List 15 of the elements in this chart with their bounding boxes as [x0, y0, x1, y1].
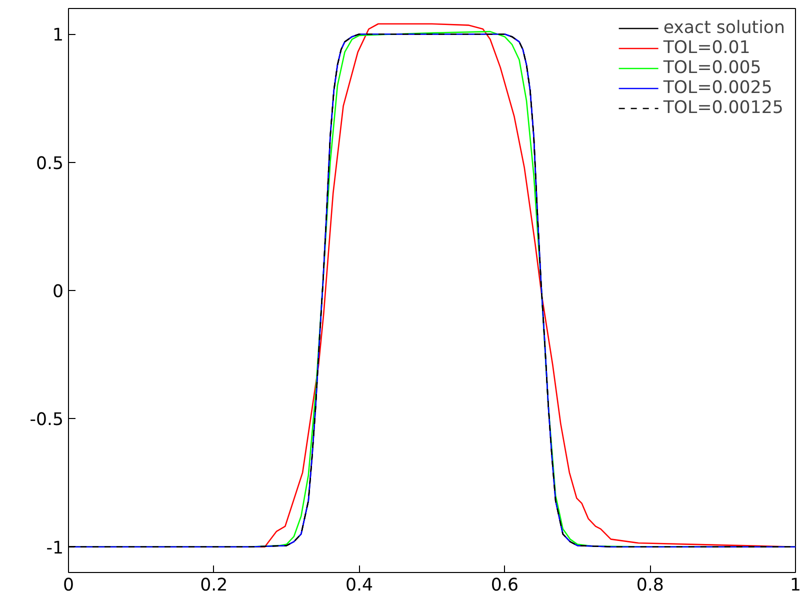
- x-tick-label: 0.8: [636, 576, 664, 596]
- legend-label: TOL=0.0025: [663, 78, 772, 98]
- legend-label: exact solution: [663, 18, 785, 38]
- y-tick-label: -0.5: [30, 410, 64, 430]
- x-tick-label: 1: [790, 576, 802, 596]
- legend-label: TOL=0.01: [663, 38, 750, 58]
- y-tick-label: 1: [52, 26, 64, 46]
- y-tick-label: -1: [46, 538, 64, 558]
- y-tick-label: 0: [52, 282, 64, 302]
- y-tick-label: 0.5: [36, 154, 64, 174]
- legend-label: TOL=0.00125: [663, 98, 784, 118]
- x-tick-label: 0.2: [200, 576, 228, 596]
- x-tick-label: 0.6: [490, 576, 518, 596]
- legend-label: TOL=0.005: [663, 58, 762, 78]
- x-tick-label: 0.4: [346, 576, 374, 596]
